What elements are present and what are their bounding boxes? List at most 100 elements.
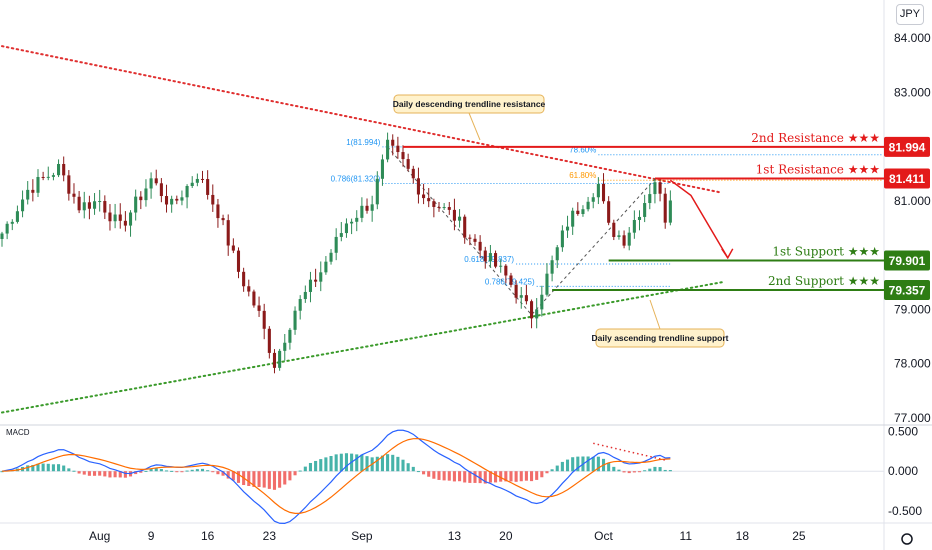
macd-histogram-bar: [77, 471, 81, 474]
candle-body: [62, 163, 66, 176]
macd-histogram-bar: [231, 471, 235, 481]
candle-body: [632, 220, 636, 233]
candle-body: [519, 295, 523, 298]
candle-body: [51, 175, 55, 177]
macd-histogram-bar: [329, 455, 333, 472]
candle-body: [391, 139, 395, 146]
candles: [0, 132, 672, 374]
note-box: [595, 328, 725, 348]
candle-body: [406, 159, 410, 169]
candle-body: [432, 201, 436, 207]
macd-histogram-bar: [504, 471, 508, 482]
candle-body: [267, 328, 271, 353]
candle-body: [663, 193, 667, 223]
currency-button[interactable]: JPY: [896, 4, 924, 25]
macd-histogram-bar: [272, 471, 277, 490]
candle-body: [252, 291, 256, 306]
price-tick-label: 78.000: [894, 357, 931, 371]
candle-body: [468, 237, 472, 239]
candle-body: [10, 221, 14, 224]
time-tick-label: Oct: [594, 529, 613, 543]
candle-body: [581, 209, 585, 215]
macd-histogram-bar: [41, 463, 45, 472]
candle-body: [658, 182, 662, 194]
candle-body: [216, 204, 220, 219]
candle-body: [370, 204, 374, 211]
candle-body: [396, 145, 400, 153]
macd-histogram-bar: [221, 471, 225, 476]
macd-histogram-bar: [447, 471, 451, 481]
fib-label: 0.786(81.320): [331, 174, 381, 183]
macd-label: MACD: [6, 428, 30, 437]
macd-histogram-bar: [314, 460, 318, 472]
macd-histogram-bar: [262, 471, 266, 488]
candle-body: [452, 209, 456, 221]
candle-body: [334, 236, 338, 253]
candle-body: [386, 139, 390, 160]
candle-body: [668, 200, 672, 223]
candle-body: [190, 182, 194, 187]
candle-body: [226, 220, 230, 246]
candle-body: [303, 291, 307, 300]
macd-histogram-bar: [406, 463, 410, 472]
macd-histogram-bar: [380, 455, 384, 472]
macd-histogram-bar: [319, 459, 323, 472]
macd-histogram-bar: [658, 467, 662, 472]
time-tick-label: 20: [499, 529, 513, 543]
candle-body: [15, 211, 19, 222]
candle-body: [622, 235, 626, 246]
candle-body: [504, 265, 508, 276]
candle-body: [509, 275, 513, 285]
macd-histogram-bar: [555, 465, 559, 472]
macd-pane: [0, 429, 884, 524]
macd-histogram-bar: [278, 471, 282, 488]
macd-histogram-bar: [596, 456, 600, 472]
macd-histogram-bar: [586, 456, 590, 472]
price-tag: [884, 136, 930, 157]
candle-body: [211, 194, 215, 205]
fib-label: 1(81.994): [346, 138, 381, 147]
candle-body: [82, 202, 86, 211]
candle-body: [87, 202, 91, 209]
candle-body: [637, 216, 642, 221]
macd-histogram-bar: [627, 471, 631, 474]
macd-divergence-line: [593, 442, 666, 461]
candle-body: [319, 272, 323, 282]
candle-body: [154, 178, 158, 184]
macd-histogram-bar: [288, 471, 292, 481]
candle-body: [612, 222, 616, 237]
macd-histogram-bar: [103, 471, 107, 477]
macd-histogram-bar: [540, 471, 544, 478]
time-tick-label: 13: [448, 529, 462, 543]
candle-body: [200, 178, 205, 180]
macd-histogram-bar: [226, 471, 230, 479]
levels: 2nd Resistance ★★★ 81.994 1st Resistance ★…: [403, 131, 930, 301]
macd-histogram-bar: [375, 456, 379, 472]
candle-body: [514, 284, 518, 298]
macd-histogram-bar: [334, 454, 338, 472]
macd-histogram-bar: [298, 470, 302, 472]
macd-histogram-bar: [416, 471, 420, 473]
macd-histogram-bar: [360, 454, 364, 472]
macd-histogram-bar: [524, 471, 528, 481]
macd-histogram-bar: [483, 471, 487, 484]
candle-body: [422, 194, 426, 199]
candle-body: [617, 235, 621, 237]
candle-body: [308, 279, 313, 292]
gear-icon[interactable]: [901, 533, 913, 545]
projection-arrowhead: [721, 248, 734, 260]
macd-histogram-bar: [509, 471, 513, 482]
macd-histogram-bar: [164, 470, 169, 472]
price-tag: [884, 250, 930, 271]
candle-body: [360, 205, 364, 218]
level-label: 1st Support ★★★: [772, 244, 880, 258]
candle-body: [463, 216, 467, 238]
candle-body: [159, 183, 163, 197]
price-tag-label: 81.411: [889, 172, 925, 186]
price-tag: [884, 168, 930, 189]
time-tick-label: 16: [201, 529, 215, 543]
macd-histogram-bar: [653, 466, 657, 472]
macd-histogram-bar: [488, 471, 492, 483]
candle-body: [36, 176, 40, 193]
